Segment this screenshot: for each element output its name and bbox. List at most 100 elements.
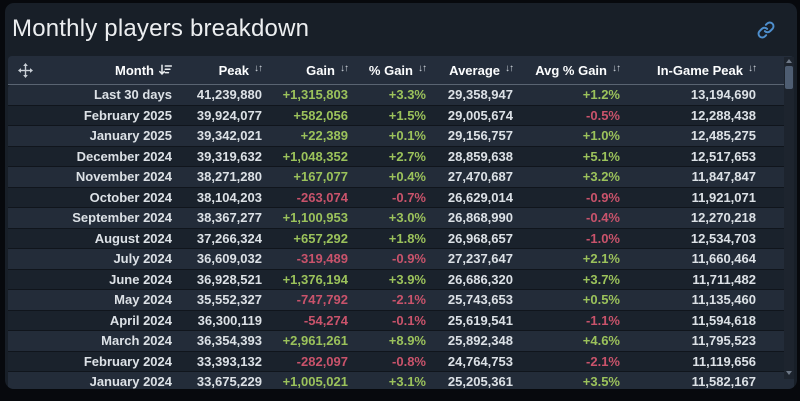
drag-handle-icon — [17, 62, 33, 78]
month-cell: January 2024 — [89, 374, 172, 389]
table-scrollbar[interactable] — [784, 57, 794, 379]
column-header-peak[interactable]: Peak ↓↑ — [172, 63, 263, 78]
average-cell: 27,237,647 — [447, 251, 513, 266]
month-cell: Last 30 days — [93, 87, 172, 102]
table-row: February 2024 33,393,132 -282,097 -0.8% … — [8, 351, 794, 372]
gain-cell: -282,097 — [296, 353, 348, 369]
month-cell: October 2024 — [89, 189, 172, 205]
sort-toggle-icon: ↓↑ — [748, 63, 757, 74]
column-header-gain[interactable]: % Gain ↓↑ — [348, 62, 427, 78]
players-table: Month Peak ↓↑ Gain ↓↑ % Gain ↓↑ Average … — [8, 56, 794, 389]
column-header-average[interactable]: Average ↓↑ — [426, 63, 514, 78]
gain-pct-cell: +8.9% — [388, 333, 426, 348]
ingame-peak-cell: 11,594,618 — [691, 312, 756, 328]
column-header-in-game-peak[interactable]: In-Game Peak ↓↑ — [620, 62, 757, 78]
sort-toggle-icon: ↓↑ — [254, 63, 263, 74]
peak-cell: 39,924,077 — [196, 107, 262, 123]
gain-pct-cell: -0.1% — [392, 312, 426, 328]
peak-cell: 41,239,880 — [196, 87, 262, 102]
ingame-peak-cell: 11,660,464 — [691, 251, 756, 266]
table-row: February 2025 39,924,077 +582,056 +1.5% … — [8, 105, 794, 126]
peak-cell: 36,928,521 — [196, 271, 262, 287]
avg-pct-cell: +0.5% — [582, 292, 620, 307]
table-row: October 2024 38,104,203 -263,074 -0.7% 2… — [8, 187, 794, 208]
peak-cell: 39,319,632 — [196, 148, 262, 164]
table-header-row: Month Peak ↓↑ Gain ↓↑ % Gain ↓↑ Average … — [8, 56, 794, 85]
gain-cell: -54,274 — [303, 312, 348, 328]
peak-cell: 38,104,203 — [196, 189, 262, 205]
drag-handle[interactable] — [8, 62, 42, 78]
scrollbar-thumb[interactable] — [785, 66, 793, 89]
table-row: December 2024 39,319,632 +1,048,352 +2.7… — [8, 146, 794, 167]
column-header-month[interactable]: Month — [42, 63, 172, 78]
ingame-peak-cell: 11,921,071 — [691, 189, 756, 205]
average-cell: 29,358,947 — [447, 87, 513, 102]
table-row: August 2024 37,266,324 +657,292 +1.8% 26… — [8, 228, 794, 249]
average-cell: 25,619,541 — [447, 312, 513, 328]
gain-pct-cell: -0.8% — [392, 353, 426, 369]
ingame-peak-cell: 12,288,438 — [690, 107, 756, 123]
ingame-peak-cell: 12,534,703 — [690, 230, 756, 246]
gain-cell: +1,315,803 — [282, 87, 348, 102]
average-cell: 28,859,638 — [447, 148, 513, 164]
month-cell: July 2024 — [113, 251, 172, 266]
sort-toggle-icon: ↓↑ — [612, 63, 621, 74]
peak-cell: 37,266,324 — [196, 230, 262, 246]
avg-pct-cell: +1.2% — [582, 87, 620, 102]
column-label: In-Game Peak — [657, 62, 743, 78]
gain-pct-cell: -0.9% — [392, 251, 426, 266]
ingame-peak-cell: 11,119,656 — [692, 353, 756, 369]
sort-descending-icon — [159, 64, 172, 76]
table-row: March 2024 36,354,393 +2,961,261 +8.9% 2… — [8, 331, 794, 352]
average-cell: 26,868,990 — [447, 210, 513, 225]
avg-pct-cell: -2.1% — [586, 353, 620, 369]
column-header-gain[interactable]: Gain ↓↑ — [262, 62, 349, 78]
peak-cell: 36,300,119 — [197, 312, 262, 328]
column-label: Month — [115, 62, 154, 78]
column-label: Gain — [306, 62, 335, 78]
gain-pct-cell: +3.3% — [388, 87, 426, 102]
gain-cell: +1,005,021 — [282, 374, 348, 389]
gain-pct-cell: -0.7% — [392, 189, 426, 205]
table-row: May 2024 35,552,327 -747,792 -2.1% 25,74… — [8, 290, 794, 311]
average-cell: 26,629,014 — [447, 189, 513, 205]
column-label: % Gain — [368, 62, 413, 78]
ingame-peak-cell: 11,135,460 — [691, 292, 756, 307]
gain-cell: +167,077 — [293, 169, 348, 184]
peak-cell: 38,367,277 — [196, 210, 262, 225]
month-cell: January 2025 — [89, 128, 172, 143]
month-cell: June 2024 — [109, 271, 172, 287]
peak-cell: 35,552,327 — [196, 292, 262, 307]
table-row: September 2024 38,367,277 +1,100,953 +3.… — [8, 208, 794, 229]
avg-pct-cell: -0.5% — [586, 107, 620, 123]
sort-toggle-icon: ↓↑ — [340, 63, 349, 74]
scroll-down-icon[interactable] — [786, 371, 792, 375]
table-body: Last 30 days 41,239,880 +1,315,803 +3.3%… — [8, 85, 794, 389]
link-icon — [757, 21, 775, 39]
avg-pct-cell: +4.6% — [582, 333, 620, 348]
table-row: November 2024 38,271,280 +167,077 +0.4% … — [8, 167, 794, 188]
ingame-peak-cell: 12,517,653 — [690, 148, 756, 164]
column-header-avg-gain[interactable]: Avg % Gain ↓↑ — [513, 62, 621, 78]
avg-pct-cell: +1.0% — [582, 128, 620, 143]
average-cell: 25,743,653 — [447, 292, 513, 307]
gain-cell: -319,489 — [296, 251, 348, 266]
table-row: July 2024 36,609,032 -319,489 -0.9% 27,2… — [8, 249, 794, 270]
permalink-button[interactable] — [757, 21, 775, 39]
peak-cell: 39,342,021 — [196, 128, 262, 143]
month-cell: December 2024 — [76, 148, 172, 164]
gain-pct-cell: +1.5% — [388, 107, 426, 123]
peak-cell: 33,675,229 — [196, 374, 262, 389]
gain-cell: +1,100,953 — [282, 210, 348, 225]
peak-cell: 38,271,280 — [196, 169, 262, 184]
table-row: January 2024 33,675,229 +1,005,021 +3.1%… — [8, 372, 794, 389]
gain-pct-cell: +3.1% — [388, 374, 426, 389]
ingame-peak-cell: 11,847,847 — [691, 169, 756, 184]
page-title: Monthly players breakdown — [12, 15, 310, 42]
scroll-up-icon[interactable] — [786, 59, 792, 63]
month-cell: April 2024 — [109, 312, 172, 328]
column-label: Avg % Gain — [535, 62, 607, 78]
average-cell: 29,005,674 — [447, 107, 513, 123]
gain-cell: +2,961,261 — [282, 333, 348, 348]
month-cell: May 2024 — [114, 292, 172, 307]
